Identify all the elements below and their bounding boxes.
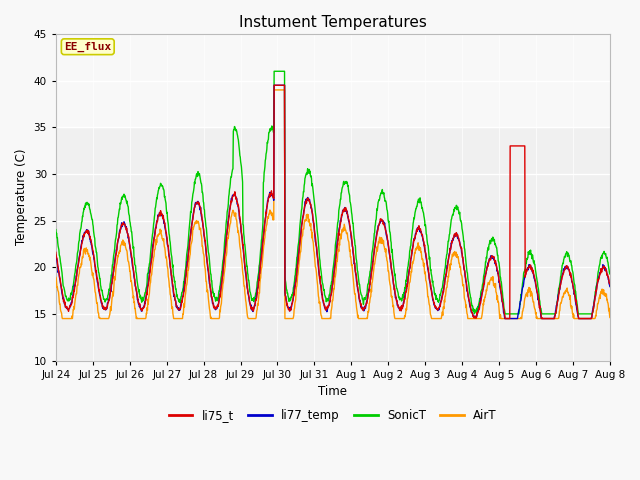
Y-axis label: Temperature (C): Temperature (C): [15, 149, 28, 245]
Text: EE_flux: EE_flux: [64, 42, 111, 52]
Bar: [56, 34, 610, 127]
Legend: li75_t, li77_temp, SonicT, AirT: li75_t, li77_temp, SonicT, AirT: [164, 404, 502, 426]
Title: Instument Temperatures: Instument Temperatures: [239, 15, 427, 30]
X-axis label: Time: Time: [318, 385, 348, 398]
